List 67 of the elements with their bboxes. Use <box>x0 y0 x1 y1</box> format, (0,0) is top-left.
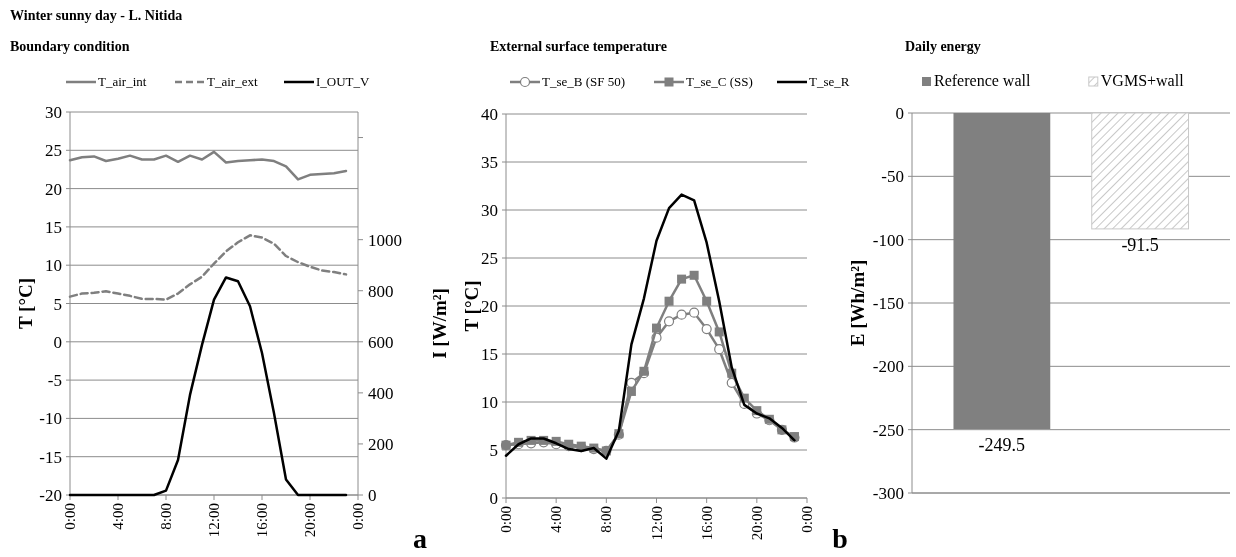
y-tick-label: 10 <box>481 393 498 412</box>
y-tick-label: -50 <box>881 167 904 187</box>
x-tick-label: 0:00 <box>350 503 366 530</box>
legend-label: T_air_ext <box>207 74 258 89</box>
y2-tick-label: 800 <box>368 281 394 301</box>
x-tick-label: 16:00 <box>254 503 270 538</box>
y-tick-label: 15 <box>481 345 498 364</box>
y-tick-label: -10 <box>39 409 62 429</box>
x-tick-label: 0:00 <box>62 503 78 530</box>
y-tick-label: -20 <box>39 486 62 505</box>
y-tick-label: 20 <box>481 297 498 316</box>
y-tick-label: 0 <box>53 332 62 352</box>
legend-label: T_se_B (SF 50) <box>542 74 626 89</box>
y-tick-label: 40 <box>481 105 498 124</box>
y-tick-label: 5 <box>489 441 498 460</box>
x-tick-label: 0:00 <box>799 506 815 533</box>
y-tick-label: 20 <box>45 179 62 199</box>
legend-label: T_se_C (SS) <box>686 74 753 89</box>
y2-axis-title: I [W/m²] <box>429 288 450 359</box>
y-tick-label: -150 <box>872 294 904 313</box>
data-label: -249.5 <box>978 435 1026 456</box>
x-tick-label: 8:00 <box>598 506 615 533</box>
y-tick-label: 5 <box>53 294 62 314</box>
y-axis-title: T [°C] <box>15 277 36 330</box>
legend-label: Reference wall <box>934 72 1031 89</box>
y2-tick-label: 200 <box>368 434 394 454</box>
y-tick-label: 25 <box>45 141 62 161</box>
y-tick-label: 0 <box>895 104 904 123</box>
x-tick-label: 0:00 <box>498 506 514 533</box>
text: a <box>413 523 427 554</box>
legend-label: I_OUT_V <box>316 74 371 89</box>
x-tick-label: 12:00 <box>648 506 665 541</box>
y-tick-label: 25 <box>481 249 498 268</box>
x-tick-label: 4:00 <box>110 503 126 530</box>
x-tick-label: 4:00 <box>548 506 565 533</box>
chart-title: Winter sunny day - L. Nitida <box>10 8 183 23</box>
y-tick-label: -200 <box>872 357 904 377</box>
y-tick-label: 30 <box>481 201 498 220</box>
x-tick-label: 12:00 <box>206 503 222 538</box>
data-label: -91.5 <box>1121 234 1159 255</box>
y2-tick-label: 1000 <box>368 230 402 250</box>
y-tick-label: -5 <box>47 371 62 391</box>
chart-title: Daily energy <box>905 39 981 54</box>
y-tick-label: 30 <box>45 103 62 122</box>
x-tick-label: 20:00 <box>748 506 765 541</box>
legend-label: T_air_int <box>98 74 147 89</box>
text: b <box>832 523 848 554</box>
y2-tick-label: 0 <box>368 486 377 505</box>
y2-tick-label: 600 <box>368 332 394 352</box>
x-tick-label: 16:00 <box>698 506 715 541</box>
y-tick-label: 10 <box>45 256 62 276</box>
y-tick-label: 15 <box>45 217 62 237</box>
y2-tick-label: 400 <box>368 383 394 403</box>
y-tick-label: 0 <box>489 489 498 508</box>
legend-label: VGMS+wall <box>1100 72 1185 89</box>
y-tick-label: -100 <box>872 230 904 250</box>
chart-subtitle: Boundary condition <box>10 39 130 54</box>
y-axis-title: T [°C] <box>461 280 482 332</box>
x-tick-label: 8:00 <box>158 503 174 530</box>
y-tick-label: -15 <box>39 447 62 467</box>
y-tick-label: -300 <box>872 484 904 503</box>
chart-title: External surface temperature <box>490 39 668 54</box>
y-axis-title: E [Wh/m²] <box>847 259 868 347</box>
x-tick-label: 20:00 <box>302 503 318 538</box>
y-tick-label: -250 <box>872 420 904 440</box>
y-tick-label: 35 <box>481 153 498 172</box>
legend-label: T_se_R <box>809 74 850 89</box>
